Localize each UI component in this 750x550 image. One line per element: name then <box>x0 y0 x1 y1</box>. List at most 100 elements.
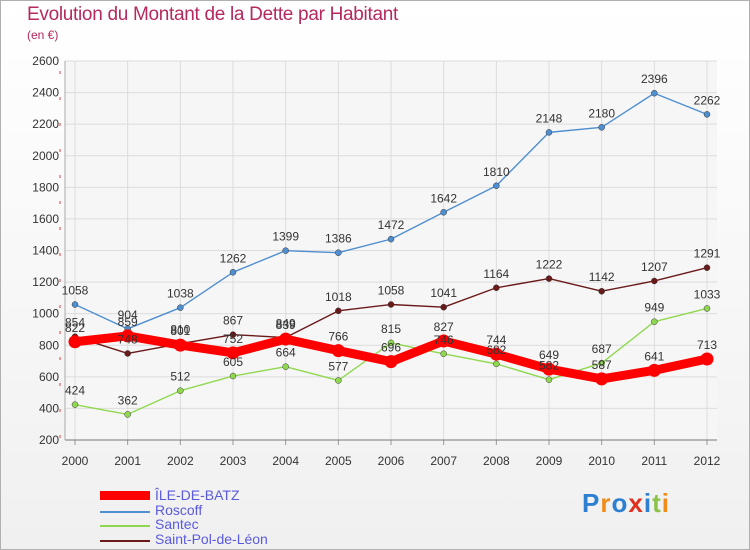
data-point <box>703 305 711 312</box>
data-label: 859 <box>118 315 138 329</box>
data-label: 839 <box>276 318 296 332</box>
x-tick-label: 2007 <box>430 454 457 468</box>
data-label: 1207 <box>641 260 668 274</box>
data-label: 904 <box>118 308 138 322</box>
data-label: 1262 <box>220 251 247 265</box>
y-tick-label: 2000 <box>32 149 59 163</box>
data-label: 582 <box>539 359 559 373</box>
data-label: 512 <box>170 370 190 384</box>
y-tick-label: 600 <box>39 370 59 384</box>
data-label: 2262 <box>694 93 721 107</box>
data-point <box>229 331 237 338</box>
data-label: 752 <box>223 332 243 346</box>
data-label: 1142 <box>589 270 615 284</box>
data-label: 687 <box>592 342 612 356</box>
data-label: 1033 <box>694 287 721 301</box>
data-label: 1472 <box>378 218 405 232</box>
data-point <box>335 249 342 256</box>
data-point <box>651 277 658 285</box>
data-label: 1164 <box>483 267 509 281</box>
data-label: 696 <box>381 341 401 355</box>
x-tick-label: 2008 <box>483 454 510 468</box>
data-point <box>437 334 451 348</box>
data-label: 854 <box>65 316 85 330</box>
x-tick-label: 2011 <box>641 454 667 468</box>
data-label: 2148 <box>536 111 563 125</box>
data-point <box>651 318 658 325</box>
data-label: 1399 <box>272 230 299 244</box>
x-tick-label: 2004 <box>272 454 299 468</box>
data-point <box>177 387 184 394</box>
legend-swatch <box>100 539 150 542</box>
legend-label: Santec <box>155 516 199 532</box>
data-point <box>177 304 184 311</box>
data-label: 577 <box>328 359 348 373</box>
data-point <box>71 301 79 308</box>
data-label: 744 <box>486 333 506 347</box>
data-label: 822 <box>65 321 85 335</box>
data-point <box>493 360 500 368</box>
data-label: 1041 <box>430 286 457 300</box>
x-tick-label: 2003 <box>220 454 247 468</box>
chart-subtitle: (en €) <box>27 28 59 42</box>
data-point <box>440 303 447 311</box>
data-point <box>545 376 553 383</box>
y-tick-label: 1600 <box>32 212 59 226</box>
chart-title: Evolution du Montant de la Dette par Hab… <box>27 4 398 25</box>
data-label: 748 <box>118 332 138 346</box>
data-point <box>124 411 131 418</box>
data-label: 849 <box>276 317 296 331</box>
legend-swatch <box>100 510 150 513</box>
data-point <box>173 338 187 352</box>
data-point <box>440 209 447 216</box>
x-tick-label: 2010 <box>588 454 615 468</box>
legend-label: ÎLE-DE-BATZ <box>155 487 240 503</box>
data-point <box>384 355 398 369</box>
data-point <box>598 124 605 131</box>
data-point <box>598 359 605 367</box>
data-label: 1291 <box>694 247 721 261</box>
data-point <box>68 335 82 349</box>
data-label: 2180 <box>588 106 615 120</box>
data-point <box>282 247 289 254</box>
y-tick-label: 1000 <box>32 307 59 321</box>
data-point <box>647 363 661 377</box>
data-point <box>545 129 553 136</box>
data-point <box>121 329 135 343</box>
data-label: 867 <box>223 314 243 328</box>
data-point <box>387 301 395 308</box>
data-point <box>71 401 79 408</box>
data-label: 1642 <box>430 191 457 205</box>
data-label: 682 <box>486 343 506 357</box>
data-label: 1222 <box>536 258 563 272</box>
data-point <box>703 264 711 271</box>
data-label: 1386 <box>325 232 352 246</box>
data-label: 1018 <box>325 290 352 304</box>
legend-swatch <box>100 525 150 527</box>
data-point <box>387 235 395 243</box>
data-label: 1058 <box>62 284 89 298</box>
y-tick-label: 2600 <box>32 54 59 68</box>
data-label: 815 <box>381 322 401 336</box>
data-label: 587 <box>592 358 612 372</box>
x-tick-label: 2002 <box>167 454 194 468</box>
data-label: 810 <box>170 323 190 337</box>
x-tick-label: 2012 <box>694 454 721 468</box>
legend-label: Saint-Pol-de-Léon <box>155 530 268 547</box>
legend-swatch <box>100 491 150 500</box>
data-point <box>387 339 395 347</box>
data-point <box>545 275 553 282</box>
data-label: 649 <box>539 348 559 362</box>
data-label: 641 <box>644 349 664 363</box>
data-label: 801 <box>170 324 190 338</box>
data-point <box>331 344 345 358</box>
data-point <box>335 377 342 384</box>
x-tick-label: 2001 <box>114 454 141 468</box>
data-point <box>595 372 609 386</box>
data-label: 766 <box>328 330 348 344</box>
data-label: 605 <box>223 355 243 369</box>
data-point <box>440 350 447 358</box>
data-label: 1038 <box>167 287 194 301</box>
data-point <box>124 350 131 357</box>
